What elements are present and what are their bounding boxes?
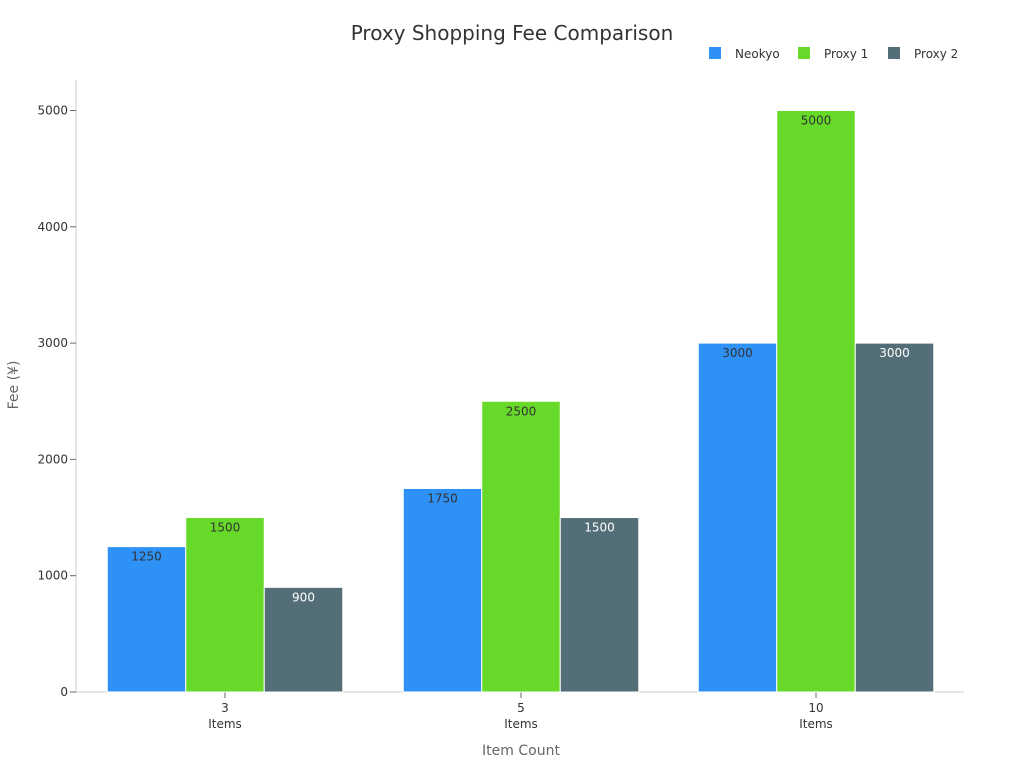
bar-proxy-2 <box>263 586 344 693</box>
y-tick-label: 5000 <box>37 104 68 118</box>
legend: Neokyo Proxy 1 Proxy 2 <box>709 47 958 61</box>
legend-swatch <box>888 47 900 59</box>
data-label: 3000 <box>722 346 753 360</box>
data-label: 900 <box>292 590 315 604</box>
bar-neokyo <box>402 487 483 693</box>
y-axis-label: Fee (¥) <box>6 361 22 410</box>
data-label: 3000 <box>879 346 910 360</box>
bar-proxy-1 <box>481 400 561 693</box>
bars-group: 1250 1500 900 1750 2500 1500 3000 5000 3000 <box>106 110 935 693</box>
axes: 0 1000 2000 3000 4000 5000 3 Items 5 Items 10 Items <box>37 80 964 731</box>
x-tick-label-line: 10 <box>808 701 823 715</box>
y-tick-label: 1000 <box>37 569 68 583</box>
x-tick-label-line: 5 <box>517 701 525 715</box>
data-label: 1750 <box>427 491 458 505</box>
x-tick-label-line: 3 <box>221 701 229 715</box>
bar-neokyo <box>106 546 187 693</box>
x-tick-label: 5 Items <box>504 701 538 731</box>
x-tick-label-line: Items <box>208 717 242 731</box>
data-label: 1250 <box>131 550 162 564</box>
x-tick-label-line: Items <box>504 717 538 731</box>
legend-label: Proxy 2 <box>914 47 958 61</box>
legend-label: Proxy 1 <box>824 47 868 61</box>
data-label: 1500 <box>210 521 241 535</box>
x-tick-label-line: Items <box>799 717 833 731</box>
chart-title: Proxy Shopping Fee Comparison <box>351 21 674 45</box>
bar-proxy-2 <box>854 342 935 693</box>
x-axis-label: Item Count <box>482 743 560 759</box>
bar-proxy-1 <box>185 517 265 693</box>
data-label: 1500 <box>584 521 615 535</box>
y-tick-label: 0 <box>60 685 68 699</box>
x-tick-label: 3 Items <box>208 701 242 731</box>
legend-label: Neokyo <box>735 47 780 61</box>
data-label: 5000 <box>801 114 832 128</box>
bar-proxy-1 <box>776 110 856 693</box>
x-tick-label: 10 Items <box>799 701 833 731</box>
y-tick-label: 2000 <box>37 452 68 466</box>
legend-swatch <box>798 47 810 59</box>
data-label: 2500 <box>506 404 537 418</box>
legend-swatch <box>709 47 721 59</box>
y-tick-label: 3000 <box>37 336 68 350</box>
y-tick-label: 4000 <box>37 220 68 234</box>
bar-neokyo <box>697 342 778 693</box>
bar-proxy-2 <box>559 517 640 693</box>
